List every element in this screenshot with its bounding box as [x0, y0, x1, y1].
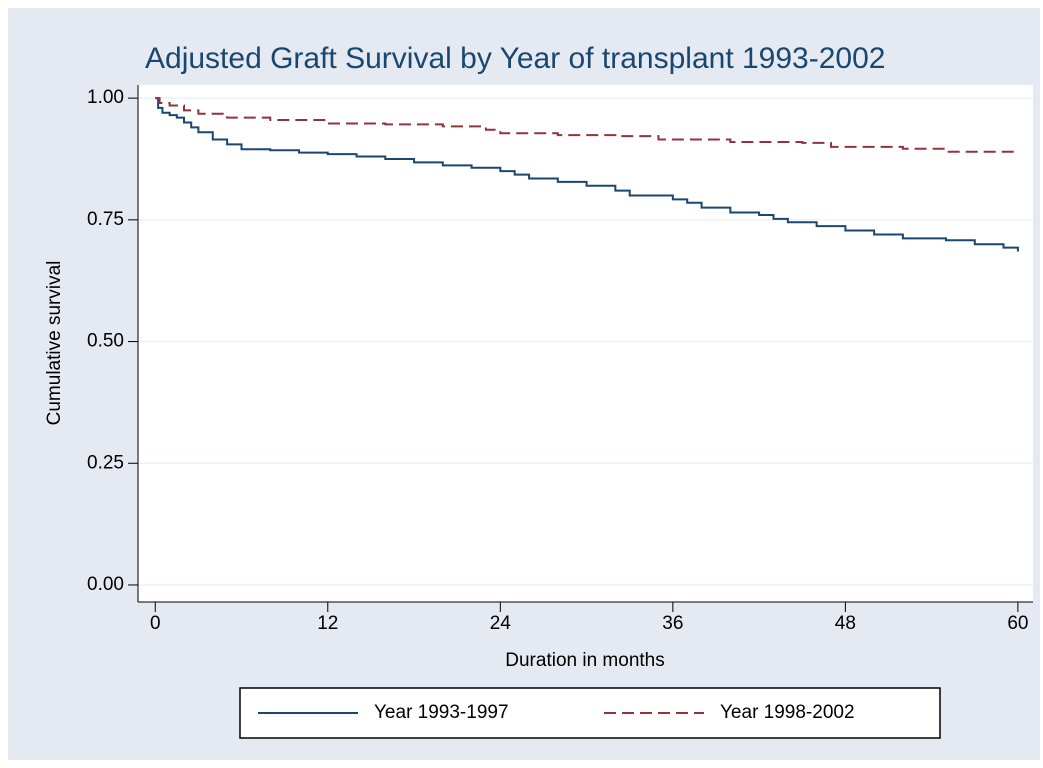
y-tick-label: 0.25 [87, 452, 124, 473]
survival-curve [155, 97, 1019, 153]
y-axis-label: Cumulative survival [44, 261, 65, 426]
x-tick-label: 36 [662, 613, 683, 634]
x-tick-label: 48 [835, 613, 856, 634]
legend-label: Year 1993-1997 [374, 702, 509, 723]
y-tick-label: 0.75 [87, 209, 124, 230]
x-tick-label: 0 [150, 613, 161, 634]
x-tick-label: 12 [317, 613, 338, 634]
x-tick-label: 60 [1007, 613, 1028, 634]
x-tick-label: 24 [490, 613, 512, 634]
plot-area [138, 85, 1033, 602]
legend-label: Year 1998-2002 [720, 702, 855, 723]
chart-title: Adjusted Graft Survival by Year of trans… [145, 42, 885, 75]
y-tick-label: 0.50 [87, 331, 124, 352]
y-tick-label: 0.00 [87, 574, 124, 595]
x-axis-label: Duration in months [505, 650, 664, 671]
y-tick-label: 1.00 [87, 87, 124, 108]
survival-curve [155, 97, 1019, 252]
